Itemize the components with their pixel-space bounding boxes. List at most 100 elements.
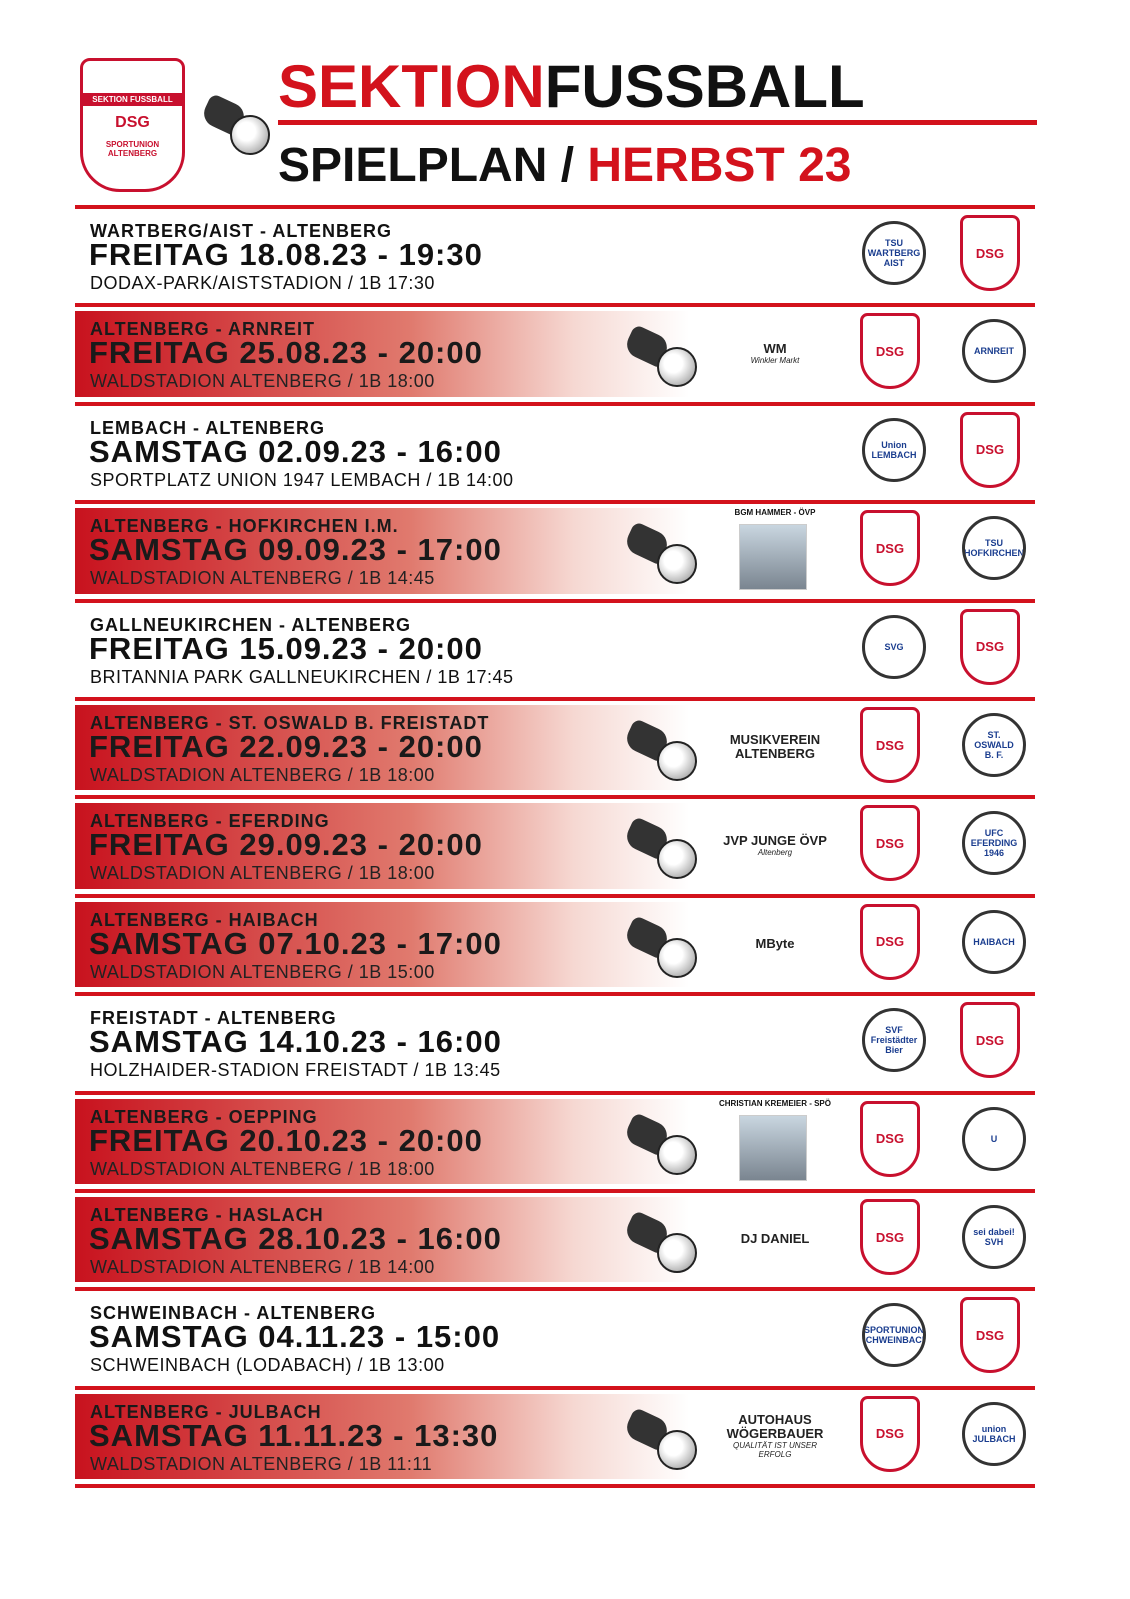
match-row: ALTENBERG - HAIBACH SAMSTAG 07.10.23 - 17… bbox=[75, 901, 1035, 988]
match-venue: WALDSTADION ALTENBERG / 1B 18:00 bbox=[90, 863, 435, 884]
match-venue: WALDSTADION ALTENBERG / 1B 14:45 bbox=[90, 568, 435, 589]
opponent-logo: HAIBACH bbox=[962, 909, 1026, 974]
match-teams: ALTENBERG - HASLACH bbox=[90, 1205, 324, 1225]
match-teams: ALTENBERG - JULBACH bbox=[90, 1401, 322, 1422]
sponsor-name: JVP JUNGE ÖVP bbox=[723, 832, 827, 848]
match-venue: DODAX-PARK/AISTSTADION / 1B 17:30 bbox=[90, 273, 435, 293]
club-logo: DSG bbox=[860, 313, 920, 390]
match-teams: ALTENBERG - OEPPING bbox=[90, 1106, 318, 1127]
match-date: FREITAG 18.08.23 - 19:30 bbox=[89, 237, 483, 272]
club-logo: DSG bbox=[860, 903, 920, 980]
match-teams: ALTENBERG - EFERDING bbox=[90, 811, 330, 832]
sponsor-logo: DJ DANIEL bbox=[720, 1213, 830, 1265]
title-black: FUSSBALL bbox=[544, 53, 865, 120]
match-venue: WALDSTADION ALTENBERG / 1B 18:00 bbox=[90, 371, 435, 392]
match-venue: HOLZHAIDER-STADION FREISTADT / 1B 13:45 bbox=[90, 1060, 501, 1081]
match-venue: SCHWEINBACH (LODABACH) / 1B 13:00 bbox=[90, 1355, 445, 1376]
club-logo: DSG bbox=[960, 1297, 1020, 1374]
row-rule bbox=[75, 1287, 1035, 1292]
match-venue: WALDSTADION ALTENBERG / 1B 18:00 bbox=[90, 1158, 435, 1179]
ball-icon bbox=[230, 115, 270, 155]
opponent-logo: U bbox=[962, 1106, 1026, 1171]
row-rule bbox=[75, 992, 1035, 997]
logo-top: SEKTION FUSSBALL bbox=[83, 92, 182, 106]
sponsor-photo bbox=[739, 1114, 807, 1181]
club-logo: DSG bbox=[960, 215, 1020, 291]
sponsor-caption: CHRISTIAN KREMEIER - SPÖ bbox=[718, 1098, 831, 1108]
row-rule bbox=[75, 303, 1035, 308]
sponsor-name: MUSIKVEREIN ALTENBERG bbox=[729, 731, 821, 761]
row-rule bbox=[75, 401, 1035, 406]
row-rule bbox=[75, 1090, 1035, 1095]
ball-icon bbox=[657, 1233, 697, 1273]
match-row: SCHWEINBACH - ALTENBERG SAMSTAG 04.11.23 … bbox=[75, 1295, 1035, 1380]
match-venue: WALDSTADION ALTENBERG / 1B 14:00 bbox=[90, 1257, 435, 1277]
match-date: SAMSTAG 28.10.23 - 16:00 bbox=[89, 1221, 502, 1256]
title-rule bbox=[278, 120, 1037, 125]
club-logo: DSG bbox=[860, 1395, 920, 1472]
opponent-logo: SVG bbox=[862, 614, 926, 679]
sponsor-name: DJ DANIEL bbox=[740, 1230, 810, 1246]
sponsor-sub: Winkler Markt bbox=[750, 356, 800, 366]
title: SEKTIONFUSSBALL bbox=[278, 52, 865, 121]
ball-icon bbox=[657, 347, 697, 388]
club-logo: DSG bbox=[860, 1100, 920, 1177]
ball-icon bbox=[657, 741, 697, 781]
match-teams: ALTENBERG - HAIBACH bbox=[90, 909, 319, 930]
match-venue: SPORTPLATZ UNION 1947 LEMBACH / 1B 14:00 bbox=[90, 469, 514, 490]
opponent-logo: ST. OSWALD B. F. bbox=[962, 713, 1026, 777]
match-date: FREITAG 25.08.23 - 20:00 bbox=[89, 335, 483, 371]
match-teams: GALLNEUKIRCHEN - ALTENBERG bbox=[90, 614, 411, 635]
match-row: ALTENBERG - HASLACH SAMSTAG 28.10.23 - 16… bbox=[75, 1197, 1035, 1283]
match-row: WARTBERG/AIST - ALTENBERG FREITAG 18.08.2… bbox=[75, 213, 1035, 298]
club-logo: DSG bbox=[860, 1199, 920, 1275]
match-row: ALTENBERG - JULBACH SAMSTAG 11.11.23 - 13… bbox=[75, 1393, 1035, 1480]
row-rule bbox=[75, 205, 1035, 209]
opponent-logo: sei dabei! SVH bbox=[962, 1205, 1026, 1269]
match-row: ALTENBERG - ARNREIT FREITAG 25.08.23 - 20… bbox=[75, 311, 1035, 397]
sponsor-sub: Altenberg bbox=[757, 848, 793, 858]
sponsor-logo: AUTOHAUS WÖGERBAUER QUALITÄT IST UNSER ER… bbox=[720, 1409, 830, 1462]
club-logo: DSG bbox=[860, 510, 920, 587]
ball-icon bbox=[657, 544, 697, 585]
sponsor-sub: QUALITÄT IST UNSER ERFOLG bbox=[732, 1441, 817, 1460]
match-row: ALTENBERG - ST. OSWALD B. FREISTADT FREIT… bbox=[75, 705, 1035, 791]
match-row: ALTENBERG - OEPPING FREITAG 20.10.23 - 20… bbox=[75, 1098, 1035, 1184]
club-logo: DSG bbox=[960, 608, 1020, 685]
opponent-logo: SVF Freistädter Bier bbox=[862, 1008, 926, 1073]
match-date: FREITAG 22.09.23 - 20:00 bbox=[89, 729, 483, 764]
ball-icon bbox=[657, 937, 697, 978]
club-logo: DSG bbox=[860, 805, 920, 882]
sponsor-name: WM bbox=[763, 340, 787, 356]
sponsor-logo: MByte bbox=[720, 917, 830, 970]
opponent-logo: union JULBACH bbox=[962, 1401, 1026, 1466]
match-venue: WALDSTADION ALTENBERG / 1B 15:00 bbox=[90, 961, 435, 982]
sponsor-logo: MUSIKVEREIN ALTENBERG bbox=[720, 721, 830, 773]
match-date: FREITAG 29.09.23 - 20:00 bbox=[89, 827, 483, 863]
match-date: FREITAG 15.09.23 - 20:00 bbox=[89, 630, 483, 666]
match-date: SAMSTAG 07.10.23 - 17:00 bbox=[89, 925, 502, 961]
match-teams: FREISTADT - ALTENBERG bbox=[90, 1008, 337, 1029]
opponent-logo: TSU HOFKIRCHEN bbox=[962, 516, 1026, 581]
ball-icon bbox=[657, 1429, 697, 1470]
match-row: ALTENBERG - HOFKIRCHEN I.M. SAMSTAG 09.09… bbox=[75, 508, 1035, 594]
sponsor-name: MByte bbox=[755, 935, 795, 951]
club-logo: DSG bbox=[960, 1002, 1020, 1079]
row-rule bbox=[75, 500, 1035, 505]
opponent-logo: Union LEMBACH bbox=[862, 417, 926, 482]
match-venue: WALDSTADION ALTENBERG / 1B 18:00 bbox=[90, 765, 435, 785]
logo-bottom: SPORTUNION ALTENBERG bbox=[105, 139, 160, 158]
row-rule bbox=[75, 893, 1035, 898]
match-row: ALTENBERG - EFERDING FREITAG 29.09.23 - 2… bbox=[75, 803, 1035, 889]
match-row: GALLNEUKIRCHEN - ALTENBERG FREITAG 15.09.… bbox=[75, 607, 1035, 692]
subtitle: SPIELPLAN / HERBST 23 bbox=[278, 138, 851, 193]
match-date: SAMSTAG 02.09.23 - 16:00 bbox=[89, 433, 502, 469]
opponent-logo: TSU WARTBERG AIST bbox=[862, 221, 926, 285]
match-row: LEMBACH - ALTENBERG SAMSTAG 02.09.23 - 16… bbox=[75, 410, 1035, 495]
match-date: SAMSTAG 14.10.23 - 16:00 bbox=[89, 1024, 502, 1060]
match-teams: ALTENBERG - ST. OSWALD B. FREISTADT bbox=[90, 713, 490, 733]
sponsor-photo bbox=[739, 524, 807, 591]
subtitle-red: HERBST 23 bbox=[587, 139, 852, 192]
subtitle-black: SPIELPLAN / bbox=[278, 139, 575, 192]
match-teams: ALTENBERG - ARNREIT bbox=[90, 319, 315, 340]
